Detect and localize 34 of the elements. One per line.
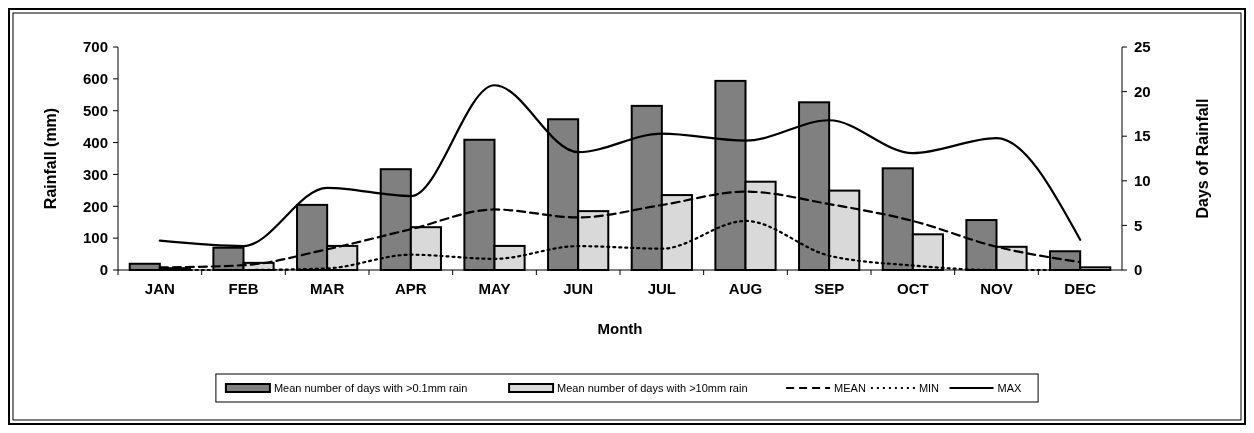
legend-label: Mean number of days with >0.1mm rain bbox=[273, 381, 468, 394]
y-tick-label: 700 bbox=[82, 38, 108, 56]
legend-label: MAX bbox=[997, 381, 1022, 394]
y-tick-label: 200 bbox=[82, 197, 108, 215]
y2-tick-label: 5 bbox=[1134, 216, 1143, 234]
y2-axis-title: Days of Rainfall bbox=[1194, 98, 1211, 219]
x-tick-label: DEC bbox=[1064, 280, 1097, 297]
x-axis-title: Month bbox=[597, 320, 643, 337]
y-axis-title: Rainfall (mm) bbox=[42, 107, 59, 210]
x-tick-label: MAY bbox=[478, 280, 511, 297]
y2-tick-label: 25 bbox=[1134, 38, 1151, 56]
y-tick-label: 400 bbox=[82, 133, 108, 151]
x-tick-label: MAR bbox=[310, 280, 345, 297]
y2-tick-label: 20 bbox=[1134, 82, 1151, 100]
legend-label: MIN bbox=[918, 381, 940, 394]
legend-label: Mean number of days with >10mm rain bbox=[557, 381, 748, 394]
x-tick-label: JUL bbox=[647, 280, 677, 297]
x-tick-label: FEB bbox=[228, 280, 259, 297]
x-tick-label: JAN bbox=[144, 280, 175, 297]
y-tick-label: 500 bbox=[82, 101, 108, 119]
x-tick-label: SEP bbox=[814, 280, 845, 297]
y2-tick-label: 0 bbox=[1134, 261, 1143, 279]
y2-tick-label: 15 bbox=[1134, 127, 1151, 145]
x-tick-label: OCT bbox=[897, 280, 929, 297]
x-tick-label: NOV bbox=[980, 280, 1013, 297]
y-tick-label: 0 bbox=[99, 261, 108, 279]
x-tick-label: JUN bbox=[563, 280, 594, 297]
y2-tick-label: 10 bbox=[1134, 172, 1151, 190]
x-tick-label: AUG bbox=[728, 280, 763, 297]
y-tick-label: 100 bbox=[82, 229, 108, 247]
x-tick-label: APR bbox=[395, 280, 427, 297]
y-tick-label: 600 bbox=[82, 70, 108, 88]
legend-label: MEAN bbox=[834, 381, 866, 394]
y-tick-label: 300 bbox=[82, 165, 108, 183]
